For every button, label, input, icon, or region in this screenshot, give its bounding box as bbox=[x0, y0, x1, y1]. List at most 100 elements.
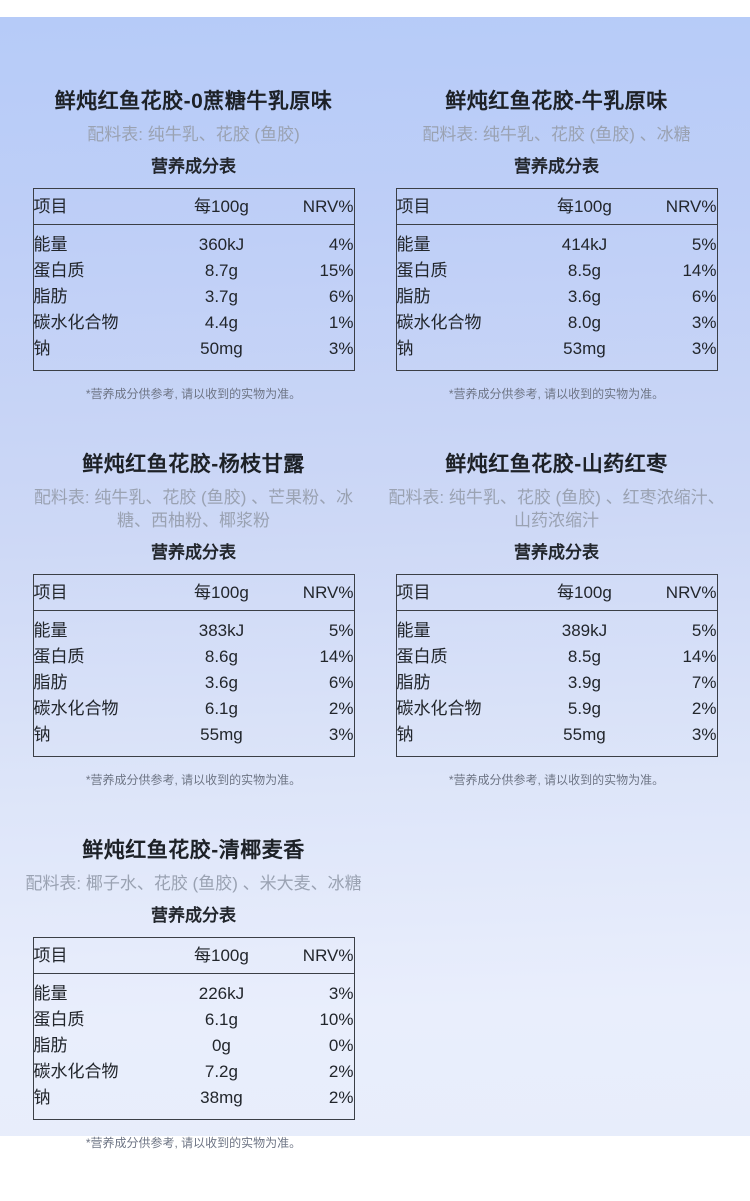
table-cell: 6% bbox=[328, 287, 354, 306]
table-row: 钠 53mg 3% bbox=[396, 336, 717, 371]
table-row: 钠 50mg 3% bbox=[33, 336, 354, 371]
table-cell: 55mg bbox=[563, 725, 606, 744]
nutrition-table-title: 营养成分表 bbox=[151, 543, 236, 562]
table-cell: 钠 bbox=[33, 725, 51, 744]
table-header-cell: 项目 bbox=[396, 574, 534, 611]
table-row: 碳水化合物 6.1g 2% bbox=[33, 696, 354, 722]
nutrition-table: 项目 每100g NRV% 能量 226kJ 3% 蛋白质 6.1g 10% 脂肪 0g 0% 碳… bbox=[32, 937, 355, 1120]
product-info-background: 鲜炖红鱼花胶-0蔗糖牛乳原味 配料表: 纯牛乳、花胶 (鱼胶) 营养成分表 项目… bbox=[0, 17, 750, 1150]
table-row: 能量 226kJ 3% bbox=[33, 974, 354, 1007]
table-cell: 碳水化合物 bbox=[33, 313, 119, 332]
ingredients-text: 配料表: 纯牛乳、花胶 (鱼胶) 、红枣浓缩汁、山药浓缩汁 bbox=[388, 488, 725, 530]
table-row: 钠 55mg 3% bbox=[33, 722, 354, 757]
table-cell: 能量 bbox=[33, 984, 68, 1003]
table-row: 脂肪 3.6g 6% bbox=[396, 284, 717, 310]
table-cell: 3.6g bbox=[567, 287, 601, 306]
table-cell: 360kJ bbox=[198, 235, 245, 254]
table-cell: 蛋白质 bbox=[33, 261, 85, 280]
table-header-cell: 项目 bbox=[33, 574, 171, 611]
table-header-row: 项目 每100g NRV% bbox=[33, 574, 354, 611]
table-header-row: 项目 每100g NRV% bbox=[33, 188, 354, 225]
table-row: 蛋白质 8.5g 14% bbox=[396, 644, 717, 670]
table-row: 能量 414kJ 5% bbox=[396, 225, 717, 258]
table-cell: 14% bbox=[682, 647, 717, 666]
table-cell: 53mg bbox=[563, 339, 606, 358]
nutrition-table-title: 营养成分表 bbox=[514, 157, 599, 176]
table-header-cell: NRV% bbox=[272, 188, 354, 225]
table-cell: 3% bbox=[691, 339, 717, 358]
table-cell: 6% bbox=[691, 287, 717, 306]
product-title: 鲜炖红鱼花胶-牛乳原味 bbox=[445, 90, 668, 113]
nutrition-table-header: 项目 每100g NRV% bbox=[33, 188, 354, 225]
table-header-cell: 项目 bbox=[396, 188, 534, 225]
table-cell: 8.0g bbox=[567, 313, 601, 332]
table-cell: 226kJ bbox=[198, 984, 245, 1003]
top-white-strip bbox=[0, 0, 750, 17]
table-cell: 蛋白质 bbox=[33, 1010, 85, 1029]
table-cell: 15% bbox=[319, 261, 354, 280]
table-cell: 8.5g bbox=[567, 261, 601, 280]
table-cell: 7.2g bbox=[204, 1062, 238, 1081]
table-cell: 383kJ bbox=[198, 621, 245, 640]
table-cell: 碳水化合物 bbox=[396, 699, 482, 718]
disclaimer-note: *营养成分供参考, 请以收到的实物为准。 bbox=[85, 773, 302, 787]
nutrition-table: 项目 每100g NRV% 能量 389kJ 5% 蛋白质 8.5g 14% 脂肪 3.9g 7… bbox=[395, 574, 718, 757]
table-header-cell: 每100g bbox=[170, 937, 273, 974]
table-cell: 3% bbox=[691, 313, 717, 332]
nutrition-table-body: 能量 383kJ 5% 蛋白质 8.6g 14% 脂肪 3.6g 6% 碳水化合物 6.1g 2% 钠 5… bbox=[33, 611, 354, 757]
table-cell: 脂肪 bbox=[33, 1036, 68, 1055]
table-header-row: 项目 每100g NRV% bbox=[396, 188, 717, 225]
table-cell: 3% bbox=[328, 339, 354, 358]
table-cell: 3% bbox=[328, 725, 354, 744]
table-cell: 6.1g bbox=[204, 699, 238, 718]
table-cell: 脂肪 bbox=[396, 673, 431, 692]
nutrition-table-body: 能量 360kJ 4% 蛋白质 8.7g 15% 脂肪 3.7g 6% 碳水化合物 4.4g 1% 钠 5… bbox=[33, 225, 354, 371]
table-row: 蛋白质 8.6g 14% bbox=[33, 644, 354, 670]
table-cell: 蛋白质 bbox=[396, 647, 448, 666]
table-header-cell: NRV% bbox=[635, 188, 717, 225]
nutrition-table-title: 营养成分表 bbox=[151, 157, 236, 176]
table-header-cell: 每100g bbox=[533, 574, 636, 611]
table-cell: 4.4g bbox=[204, 313, 238, 332]
table-cell: 3.9g bbox=[567, 673, 601, 692]
table-cell: 8.5g bbox=[567, 647, 601, 666]
table-cell: 6% bbox=[328, 673, 354, 692]
table-cell: 14% bbox=[682, 261, 717, 280]
ingredients-text: 配料表: 纯牛乳、花胶 (鱼胶) 、芒果粉、冰糖、西柚粉、椰浆粉 bbox=[33, 488, 354, 530]
table-cell: 0g bbox=[211, 1036, 231, 1055]
product-title: 鲜炖红鱼花胶-0蔗糖牛乳原味 bbox=[54, 90, 333, 113]
table-cell: 蛋白质 bbox=[396, 261, 448, 280]
nutrition-table-header: 项目 每100g NRV% bbox=[33, 574, 354, 611]
table-row: 钠 55mg 3% bbox=[396, 722, 717, 757]
table-cell: 钠 bbox=[33, 1088, 51, 1107]
table-header-cell: 每100g bbox=[170, 574, 273, 611]
table-cell: 6.1g bbox=[204, 1010, 238, 1029]
nutrition-card: 鲜炖红鱼花胶-杨枝甘露 配料表: 纯牛乳、花胶 (鱼胶) 、芒果粉、冰糖、西柚粉… bbox=[12, 452, 375, 788]
nutrition-table-title: 营养成分表 bbox=[151, 906, 236, 925]
table-row: 能量 389kJ 5% bbox=[396, 611, 717, 644]
nutrition-table: 项目 每100g NRV% 能量 383kJ 5% 蛋白质 8.6g 14% 脂肪 3.6g 6… bbox=[32, 574, 355, 757]
table-cell: 能量 bbox=[33, 235, 68, 254]
table-row: 碳水化合物 8.0g 3% bbox=[396, 310, 717, 336]
nutrition-table-body: 能量 226kJ 3% 蛋白质 6.1g 10% 脂肪 0g 0% 碳水化合物 7.2g 2% 钠 38m… bbox=[33, 974, 354, 1120]
table-cell: 脂肪 bbox=[396, 287, 431, 306]
table-cell: 能量 bbox=[396, 621, 431, 640]
table-cell: 5.9g bbox=[567, 699, 601, 718]
table-cell: 5% bbox=[691, 621, 717, 640]
table-cell: 389kJ bbox=[561, 621, 608, 640]
table-cell: 10% bbox=[319, 1010, 354, 1029]
table-row: 碳水化合物 4.4g 1% bbox=[33, 310, 354, 336]
table-cell: 2% bbox=[691, 699, 717, 718]
table-header-cell: NRV% bbox=[635, 574, 717, 611]
table-header-row: 项目 每100g NRV% bbox=[396, 574, 717, 611]
table-cell: 7% bbox=[691, 673, 717, 692]
table-cell: 能量 bbox=[396, 235, 431, 254]
table-header-cell: NRV% bbox=[272, 574, 354, 611]
nutrition-table-header: 项目 每100g NRV% bbox=[396, 188, 717, 225]
table-cell: 能量 bbox=[33, 621, 68, 640]
table-row: 能量 383kJ 5% bbox=[33, 611, 354, 644]
disclaimer-note: *营养成分供参考, 请以收到的实物为准。 bbox=[85, 1136, 302, 1150]
disclaimer-note: *营养成分供参考, 请以收到的实物为准。 bbox=[448, 387, 665, 401]
table-cell: 50mg bbox=[200, 339, 243, 358]
disclaimer-note: *营养成分供参考, 请以收到的实物为准。 bbox=[85, 387, 302, 401]
